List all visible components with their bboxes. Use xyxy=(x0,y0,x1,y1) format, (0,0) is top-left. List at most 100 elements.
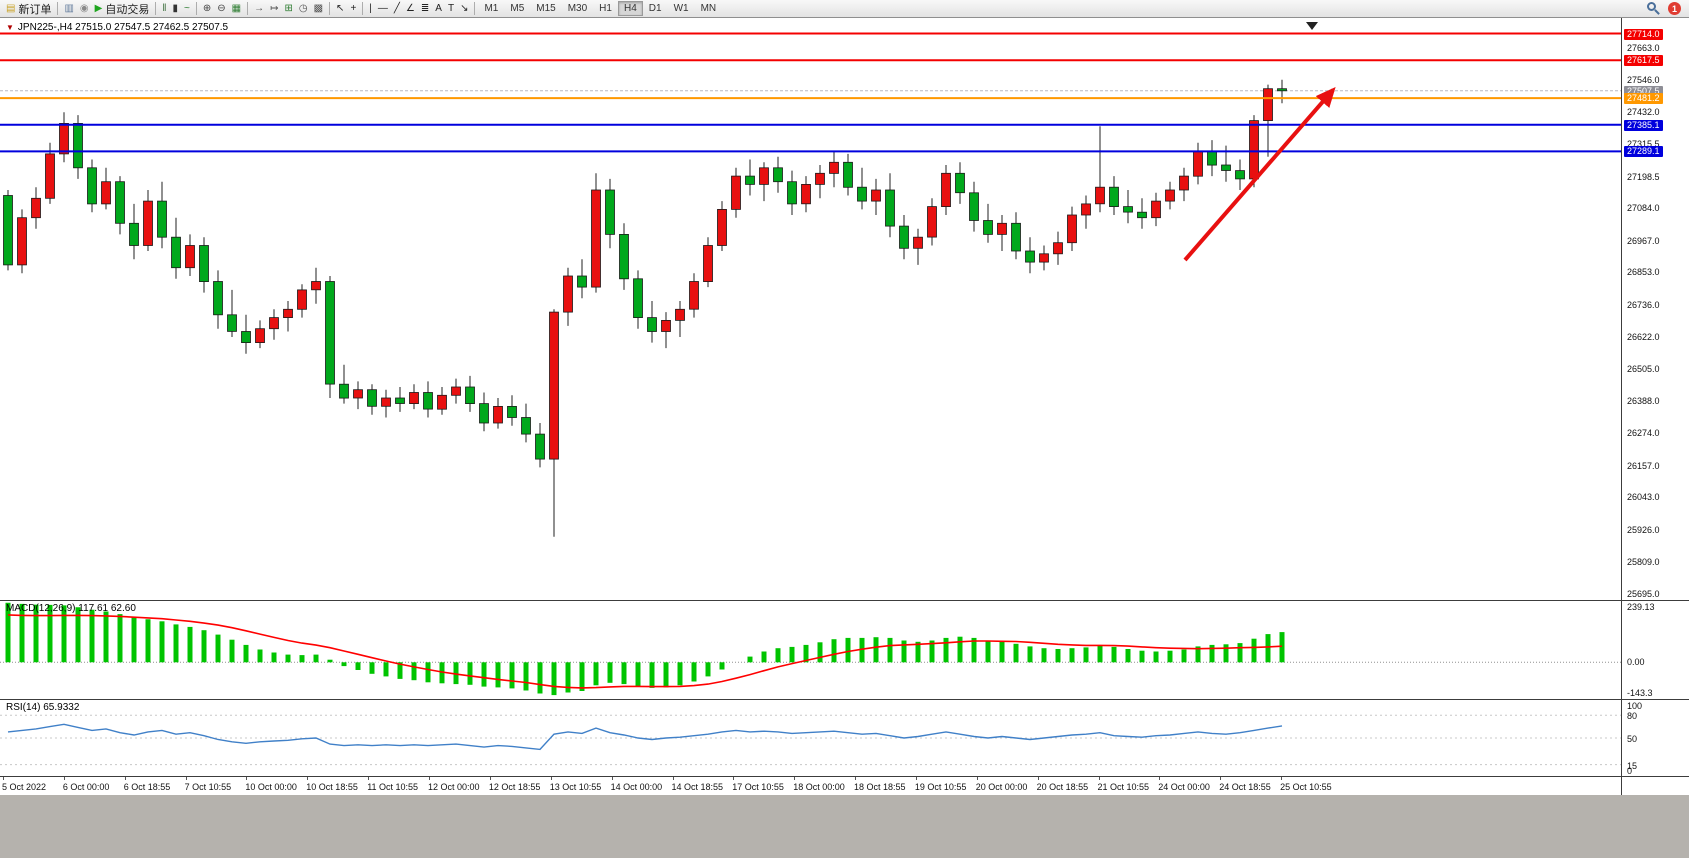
time-label: 13 Oct 10:55 xyxy=(549,782,602,792)
toolbar-separator xyxy=(474,2,476,15)
bar-chart-button[interactable]: ‖ xyxy=(159,1,169,17)
arrows-button[interactable]: ↘ xyxy=(457,1,471,17)
candle-body xyxy=(311,281,321,291)
candle-body xyxy=(717,208,727,246)
panel-separator[interactable] xyxy=(0,699,1689,700)
autotrade-button[interactable]: ▶ 自动交易 xyxy=(92,1,153,17)
candle-body xyxy=(997,222,1007,235)
line-chart-button[interactable]: ~ xyxy=(181,1,193,17)
price-scale-label: 0 xyxy=(1627,766,1633,776)
time-tick xyxy=(915,777,917,780)
time-label: 6 Oct 18:55 xyxy=(123,782,171,792)
toolbar-separator xyxy=(155,2,157,15)
candlestick-chart-button[interactable]: ▮ xyxy=(169,1,181,17)
text-button[interactable]: A xyxy=(432,1,445,17)
candle-body xyxy=(619,233,629,280)
fibonacci-button[interactable]: ≣ xyxy=(418,1,432,17)
candle-body xyxy=(731,175,741,210)
candle-body xyxy=(227,314,237,332)
candle-body xyxy=(955,172,965,194)
timeframe-m30-button[interactable]: M30 xyxy=(567,3,588,14)
candle-body xyxy=(1137,211,1147,219)
bar-chart-icon: ‖ xyxy=(162,2,167,14)
toolbar-separator xyxy=(195,2,197,15)
time-tick xyxy=(1281,777,1283,780)
timeframe-m5-button[interactable]: M5 xyxy=(510,3,525,14)
time-tick xyxy=(1159,777,1161,780)
panel-separator[interactable] xyxy=(0,600,1689,601)
chart-shift-button[interactable]: ↦ xyxy=(267,1,281,17)
text-label-button[interactable]: T xyxy=(445,1,457,17)
time-label: 20 Oct 00:00 xyxy=(975,782,1028,792)
candle-body xyxy=(661,319,671,332)
candle-body xyxy=(759,167,769,185)
candle-body xyxy=(45,153,55,199)
timeframe-h1-button[interactable]: H1 xyxy=(599,3,612,14)
price-scale[interactable]: 27663.0 27546.0 27432.0 27315.5 27198.5 27084… xyxy=(1621,18,1689,795)
period-button[interactable]: ◷ xyxy=(296,1,311,17)
vertical-line-button[interactable]: | xyxy=(366,1,375,17)
zoom-out-button[interactable]: ⊖ xyxy=(214,1,228,17)
new-order-button[interactable]: ▤ 新订单 xyxy=(3,1,54,17)
candle-body xyxy=(1207,150,1217,166)
templates-button[interactable]: ▩ xyxy=(311,1,326,17)
time-tick xyxy=(307,777,309,780)
rsi-indicator-panel[interactable] xyxy=(0,700,1621,776)
time-axis[interactable]: 5 Oct 2022 6 Oct 00:00 6 Oct 18:55 7 Oct 10… xyxy=(0,777,1621,795)
time-tick xyxy=(489,777,491,780)
auto-scroll-button[interactable]: → xyxy=(251,1,267,17)
horizontal-line-button[interactable]: — xyxy=(375,1,391,17)
panel-separator[interactable] xyxy=(0,776,1689,777)
channel-button[interactable]: ∠ xyxy=(403,1,418,17)
trend-arrow-annotation[interactable] xyxy=(1183,86,1336,262)
macd-indicator-panel[interactable] xyxy=(0,601,1621,699)
candle-body xyxy=(507,405,517,418)
auto-scroll-icon: → xyxy=(254,2,265,14)
horizontal-line-icon: — xyxy=(377,2,388,14)
price-scale-label: 26853.0 xyxy=(1627,267,1660,278)
candle-body xyxy=(1123,206,1133,213)
time-label: 24 Oct 18:55 xyxy=(1219,782,1271,792)
timeframe-m15-button[interactable]: M15 xyxy=(536,3,556,14)
time-tick xyxy=(3,777,4,780)
candle-body xyxy=(633,278,643,318)
sound-button[interactable]: ◉ xyxy=(77,1,92,17)
autotrade-label: 自动交易 xyxy=(105,3,150,16)
candle-body xyxy=(115,181,125,224)
toolbar-separator xyxy=(329,2,331,15)
timeframe-d1-button[interactable]: D1 xyxy=(648,3,662,14)
candlestick-icon: ▮ xyxy=(172,2,178,14)
time-label: 18 Oct 18:55 xyxy=(854,782,906,792)
price-chart[interactable] xyxy=(0,18,1621,600)
trendline-button[interactable]: ╱ xyxy=(391,1,403,17)
search-handle xyxy=(1654,9,1660,15)
zoom-in-button[interactable]: ⊕ xyxy=(200,1,214,17)
tile-windows-button[interactable]: ▦ xyxy=(229,1,244,17)
main-toolbar: ▤ 新订单 ▥ ◉ ▶ 自动交易 ‖ ▮ ~ ⊕ ⊖ ▦ → ↦ ⊞ ◷ ▩ ↖ + | — ╱ ∠ ≣ A T ↘ M1 M5 M15… xyxy=(0,0,1689,18)
clock-icon: ◷ xyxy=(298,2,308,14)
time-tick xyxy=(1098,777,1100,780)
notification-badge[interactable]: 1 xyxy=(1668,2,1681,15)
candle-body xyxy=(1095,186,1105,205)
candle-body xyxy=(983,220,993,235)
search-icon[interactable] xyxy=(1647,2,1660,15)
candle-body xyxy=(73,123,83,169)
candle-body xyxy=(1109,186,1119,207)
cursor-button[interactable]: ↖ xyxy=(333,1,347,17)
candle-body xyxy=(871,189,881,202)
timeframe-w1-button[interactable]: W1 xyxy=(673,3,689,14)
print-button[interactable]: ▥ xyxy=(61,1,76,17)
candle-body xyxy=(815,172,825,185)
timeframe-h4-button[interactable]: H4 xyxy=(617,1,643,16)
price-scale-label: 27432.0 xyxy=(1627,106,1660,117)
price-scale-label: 26274.0 xyxy=(1627,428,1660,438)
timeframe-mn-button[interactable]: MN xyxy=(700,3,717,14)
macd-label: MACD(12,26,9) 117.61 62.60 xyxy=(6,603,136,614)
candle-body xyxy=(297,289,307,310)
timeframe-m1-button[interactable]: M1 xyxy=(484,3,499,14)
chart-shift-marker[interactable] xyxy=(1306,22,1318,30)
crosshair-button[interactable]: + xyxy=(347,1,359,17)
new-chart-button[interactable]: ⊞ xyxy=(281,1,295,17)
candle-body xyxy=(1277,88,1287,92)
time-label: 20 Oct 18:55 xyxy=(1036,782,1089,792)
